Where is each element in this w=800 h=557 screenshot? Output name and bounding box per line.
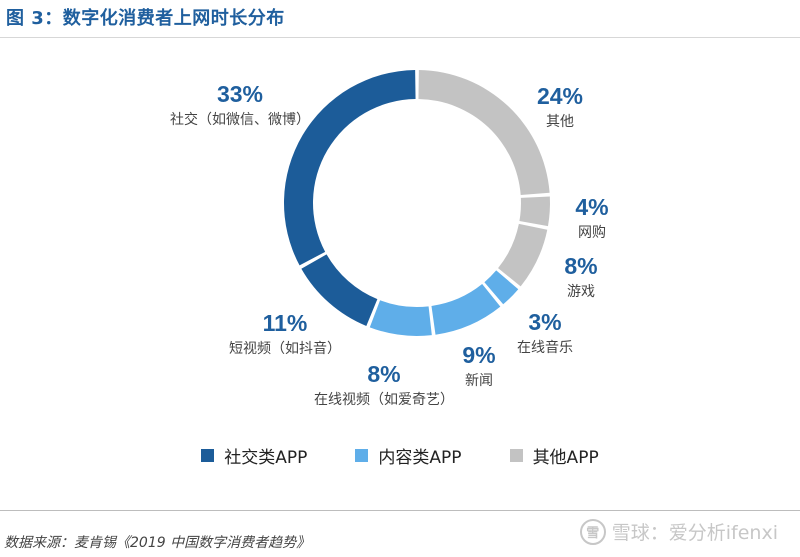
legend-label-content: 内容类APP	[378, 448, 462, 468]
slice-percent-label: 24%	[537, 83, 583, 109]
slice-percent-label: 4%	[575, 194, 608, 220]
donut-slice	[519, 196, 550, 227]
donut-slice	[484, 270, 519, 305]
slice-category-label: 游戏	[567, 284, 595, 300]
slice-percent-label: 8%	[564, 253, 597, 279]
watermark-text: 雪球：爱分析ifenxi	[611, 522, 778, 544]
chart-legend: 社交类APP 内容类APP 其他APP	[0, 443, 800, 468]
footer-divider	[0, 510, 800, 511]
legend-item-social: 社交类APP	[201, 443, 307, 468]
legend-item-content: 内容类APP	[355, 443, 462, 468]
slice-category-label: 在线视频（如爱奇艺）	[314, 391, 454, 408]
legend-swatch-content	[355, 449, 369, 462]
slice-category-label: 其他	[546, 114, 574, 130]
slice-category-label: 新闻	[465, 373, 493, 389]
slice-category-label: 社交（如微信、微博）	[170, 111, 310, 128]
slice-percent-label: 33%	[217, 81, 263, 107]
slice-percent-label: 8%	[367, 361, 400, 387]
slice-percent-label: 3%	[528, 309, 561, 335]
slice-category-label: 在线音乐	[517, 339, 573, 356]
legend-label-other: 其他APP	[532, 448, 599, 468]
slice-category-label: 网购	[578, 225, 606, 241]
watermark: 雪 雪球：爱分析ifenxi	[579, 518, 778, 545]
donut-slice	[369, 300, 432, 336]
donut-slices	[283, 70, 550, 336]
legend-item-other: 其他APP	[509, 443, 599, 468]
slice-percent-label: 9%	[462, 342, 495, 368]
title-divider	[0, 37, 800, 38]
donut-chart: 24% 其他 4% 网购 8% 游戏 3% 在线音乐 9% 新闻 8% 在线视频（如爱奇艺） 11% 短视…	[170, 70, 609, 408]
slice-category-label: 短视频（如抖音）	[229, 340, 341, 357]
donut-slice	[418, 70, 550, 196]
figure-title: 图 3：数字化消费者上网时长分布	[6, 8, 285, 29]
donut-slice	[431, 284, 501, 335]
donut-slice	[498, 223, 548, 287]
slice-labels: 24% 其他 4% 网购 8% 游戏 3% 在线音乐 9% 新闻 8% 在线视频（如爱奇艺） 11% 短视…	[170, 81, 609, 408]
legend-label-social: 社交类APP	[224, 448, 308, 468]
legend-swatch-other	[509, 449, 523, 462]
donut-slice	[283, 70, 416, 266]
legend-swatch-social	[201, 449, 215, 462]
slice-percent-label: 11%	[263, 310, 308, 336]
watermark-logo-icon: 雪	[579, 518, 606, 545]
donut-slice	[301, 254, 378, 326]
source-note: 数据来源：麦肯锡《2019 中国数字消费者趋势》	[4, 535, 311, 551]
